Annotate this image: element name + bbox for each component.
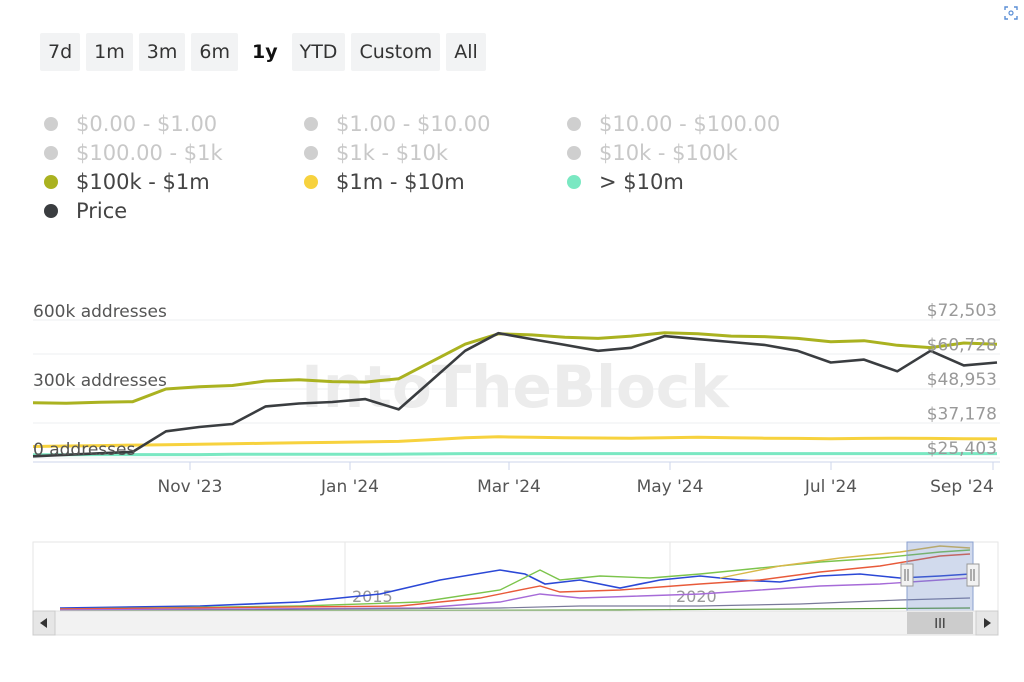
legend-label: $1k - $10k	[336, 141, 449, 165]
legend-dot-icon	[44, 204, 58, 218]
range-button-all[interactable]: All	[446, 33, 486, 71]
legend-item[interactable]: $100k - $1m	[44, 170, 210, 194]
legend-item[interactable]: $1.00 - $10.00	[304, 112, 491, 136]
legend-label: $1m - $10m	[336, 170, 465, 194]
x-axis-ticks: Nov '23 Jan '24 Mar '24 May '24 Jul '24 Sep '…	[158, 462, 994, 497]
legend-dot-icon	[567, 117, 581, 131]
legend-item[interactable]: $1m - $10m	[304, 170, 465, 194]
right-axis-tick: $25,403	[927, 439, 997, 459]
x-axis-tick: Nov '23	[158, 477, 223, 497]
legend-item[interactable]: > $10m	[567, 170, 684, 194]
legend-dot-icon	[44, 146, 58, 160]
right-axis-tick: $60,728	[927, 336, 997, 356]
legend-item[interactable]: $1k - $10k	[304, 141, 448, 165]
nav-line-red	[59, 553, 971, 610]
left-axis-tick: 0 addresses	[33, 440, 135, 460]
range-button-custom[interactable]: Custom	[351, 33, 441, 71]
range-button-ytd[interactable]: YTD	[291, 33, 346, 71]
nav-line-gray	[59, 597, 971, 612]
legend-dot-icon	[567, 175, 581, 189]
range-button-1y[interactable]: 1y	[243, 33, 286, 71]
legend-dot-icon	[304, 117, 318, 131]
nav-handle-right[interactable]	[966, 563, 980, 587]
nav-line-blue	[59, 569, 971, 609]
legend-dot-icon	[304, 175, 318, 189]
nav-selection[interactable]	[906, 541, 974, 613]
legend-label: $10k - $100k	[599, 141, 738, 165]
right-axis-tick: $37,178	[927, 405, 997, 425]
range-button-6m[interactable]: 6m	[191, 33, 238, 71]
scroll-thumb-grip: III	[934, 617, 946, 632]
x-axis-tick: Mar '24	[477, 477, 541, 497]
nav-scrollbar[interactable]: III	[32, 610, 999, 636]
right-axis-tick: $48,953	[927, 370, 997, 390]
legend-item[interactable]: $10k - $100k	[567, 141, 738, 165]
series-line-3	[32, 331, 998, 458]
range-selector: 7d 1m 3m 6m 1y YTD Custom All	[40, 33, 486, 71]
left-axis-tick: 600k addresses	[33, 302, 167, 322]
nav-year-2020: 2020	[676, 587, 717, 606]
legend-label: $0.00 - $1.00	[76, 112, 218, 136]
legend-label: Price	[76, 199, 128, 223]
main-chart: IntoTheBlock Nov '23 Jan '24 Mar '24 May '2…	[32, 301, 1000, 497]
legend-item[interactable]: Price	[44, 199, 127, 223]
legend-item[interactable]: $0.00 - $1.00	[44, 112, 217, 136]
legend-label: $1.00 - $10.00	[336, 112, 491, 136]
right-axis-tick: $72,503	[927, 301, 997, 321]
legend-label: $100.00 - $1k	[76, 141, 223, 165]
x-axis-tick: Sep '24	[930, 477, 994, 497]
nav-line-green	[59, 549, 971, 610]
x-axis-tick: May '24	[637, 477, 704, 497]
legend-dot-icon	[304, 146, 318, 160]
nav-year-2015: 2015	[352, 587, 393, 606]
range-button-1m[interactable]: 1m	[86, 33, 133, 71]
left-axis-tick: 300k addresses	[33, 371, 167, 391]
nav-series	[59, 545, 971, 612]
watermark: IntoTheBlock	[301, 353, 730, 421]
legend-label: > $10m	[599, 170, 684, 194]
legend-dot-icon	[44, 175, 58, 189]
nav-line-purple	[59, 577, 971, 611]
series-line-2	[33, 452, 997, 457]
x-axis-tick: Jan '24	[320, 477, 379, 497]
legend-item[interactable]: $10.00 - $100.00	[567, 112, 780, 136]
legend-dot-icon	[44, 117, 58, 131]
left-axis-ticks: 600k addresses 300k addresses 0 addresses	[33, 302, 167, 460]
nav-line-gold	[719, 545, 971, 579]
right-axis-ticks: $72,503 $60,728 $48,953 $37,178 $25,403	[927, 301, 997, 459]
series-line-1	[32, 435, 998, 448]
series-line-0	[32, 331, 998, 405]
legend-dot-icon	[567, 146, 581, 160]
legend-item[interactable]: $100.00 - $1k	[44, 141, 223, 165]
range-button-7d[interactable]: 7d	[40, 33, 81, 71]
series-layer	[32, 331, 998, 458]
navigator[interactable]: 2015 2020 III	[0, 536, 1024, 640]
nav-handle-left[interactable]	[900, 563, 914, 587]
legend-label: $100k - $1m	[76, 170, 210, 194]
range-button-3m[interactable]: 3m	[138, 33, 186, 71]
x-axis-tick: Jul '24	[804, 477, 857, 497]
legend-label: $10.00 - $100.00	[599, 112, 781, 136]
scroll-thumb[interactable]	[907, 612, 973, 634]
gridlines	[33, 319, 1000, 459]
expand-icon[interactable]	[1004, 6, 1018, 20]
